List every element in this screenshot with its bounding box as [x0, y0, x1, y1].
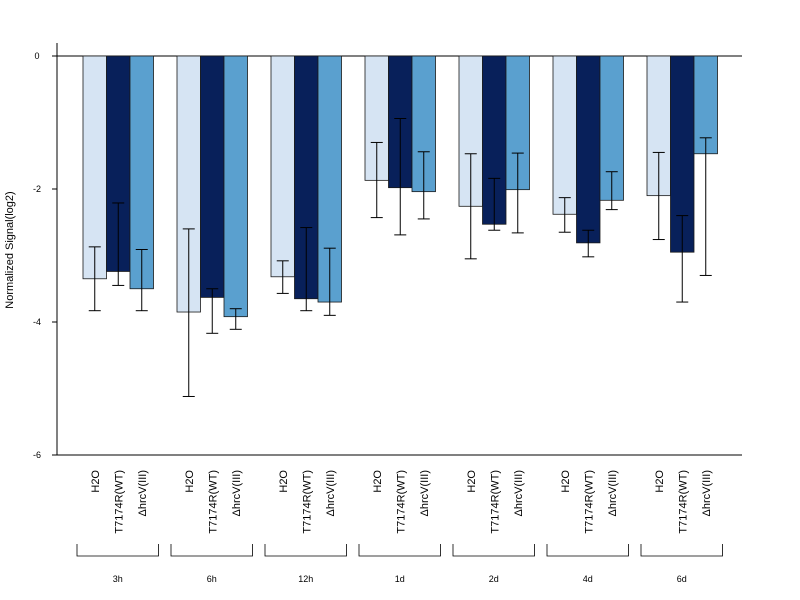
bar: [223, 55, 248, 318]
group-bracket: [358, 544, 441, 557]
group-bracket: [264, 544, 347, 557]
y-tick-label: -2: [33, 184, 41, 194]
group-bracket: [76, 544, 159, 557]
group-label: 6h: [207, 574, 217, 584]
category-label: T7174R(WT): [583, 470, 595, 534]
category-label: T7174R(WT): [207, 470, 219, 534]
bar: [82, 55, 107, 280]
category-label: H2O: [90, 470, 102, 493]
category-label: ΔhrcV(III): [419, 470, 431, 516]
category-label: ΔhrcV(III): [607, 470, 619, 516]
category-label: T7174R(WT): [677, 470, 689, 534]
y-axis-title: Normalized Signal(log2): [4, 191, 16, 308]
category-label: H2O: [560, 470, 572, 493]
category-label: ΔhrcV(III): [325, 470, 337, 516]
group-label: 3h: [113, 574, 123, 584]
category-label: H2O: [372, 470, 384, 493]
category-label: H2O: [466, 470, 478, 493]
group-label: 2d: [489, 574, 499, 584]
category-label: T7174R(WT): [301, 470, 313, 534]
group-bracket: [452, 544, 535, 557]
category-label: H2O: [278, 470, 290, 493]
bar: [270, 55, 295, 278]
category-label: H2O: [184, 470, 196, 493]
y-tick-label: -4: [33, 317, 41, 327]
y-tick-label: -6: [33, 450, 41, 460]
group-bracket: [546, 544, 629, 557]
category-label: ΔhrcV(III): [137, 470, 149, 516]
bar: [200, 55, 225, 298]
category-label: T7174R(WT): [395, 470, 407, 534]
group-label: 1d: [395, 574, 405, 584]
error-bars-layer: [88, 118, 712, 397]
category-label: ΔhrcV(III): [231, 470, 243, 516]
category-label: H2O: [654, 470, 666, 493]
group-bracket: [640, 544, 723, 557]
group-bracket: [170, 544, 253, 557]
category-label: T7174R(WT): [113, 470, 125, 534]
group-label: 12h: [298, 574, 313, 584]
category-label: T7174R(WT): [489, 470, 501, 534]
group-label: 4d: [583, 574, 593, 584]
bar: [576, 55, 601, 244]
labels-layer: 0 -2 -4 -6 H2O T7174R(WT) ΔhrcV(III) 3h H2O T7174…: [33, 51, 713, 584]
group-label: 6d: [677, 574, 687, 584]
bar: [552, 55, 577, 215]
category-label: ΔhrcV(III): [701, 470, 713, 516]
y-tick-label: 0: [34, 51, 39, 61]
category-label: ΔhrcV(III): [513, 470, 525, 516]
